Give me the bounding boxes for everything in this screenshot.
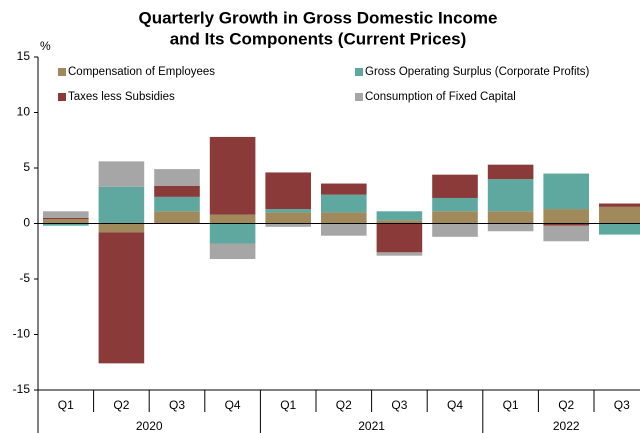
bar-segment (321, 212, 367, 224)
bar-segment (376, 220, 423, 224)
bar-segment (98, 186, 145, 224)
bar-segment (209, 243, 256, 260)
legend-swatch (58, 93, 66, 101)
bar-segment (98, 161, 145, 187)
legend-swatch (58, 68, 66, 76)
bar-segment (321, 194, 367, 213)
bar-segment (209, 136, 256, 215)
legend-label: Consumption of Fixed Capital (365, 91, 516, 103)
bar-segment (376, 211, 423, 221)
bar-segment (154, 185, 200, 197)
x-group-label: 2022 (553, 419, 580, 433)
bar-segment (487, 179, 534, 212)
bar-segment (265, 172, 311, 210)
legend-label: Taxes less Subsidies (68, 91, 175, 103)
bar-segment (432, 197, 478, 212)
x-tick-label: Q1 (503, 398, 519, 412)
x-group-label: 2021 (358, 419, 385, 433)
bar-segment (599, 223, 640, 235)
x-tick-label: Q3 (169, 398, 185, 412)
x-tick-label: Q2 (558, 398, 574, 412)
bar-segment (43, 219, 89, 224)
x-tick-label: Q4 (225, 398, 241, 412)
bar-segment (543, 223, 589, 226)
x-tick-label: Q2 (336, 398, 352, 412)
bar-segment (43, 223, 89, 226)
x-tick-label: Q1 (58, 398, 74, 412)
y-axis-label: % (40, 39, 51, 53)
bar-segment (265, 212, 311, 224)
y-tick-label: -10 (13, 327, 31, 341)
bar-segment (43, 217, 89, 220)
bar-segment (543, 173, 589, 210)
bar-segment (154, 211, 200, 224)
bar-segment (543, 209, 589, 224)
bar-segment (154, 196, 200, 212)
bar-segment (265, 209, 311, 213)
bar-segment (543, 225, 589, 242)
bar-segment (487, 211, 534, 224)
y-tick-label: -5 (19, 271, 30, 285)
bar-segment (98, 232, 145, 364)
plot-area (43, 136, 640, 364)
x-group-label: 2020 (136, 419, 163, 433)
bar-segment (432, 223, 478, 237)
bar-segment (599, 206, 640, 224)
bar-segment (487, 164, 534, 180)
y-tick-label: 15 (17, 49, 31, 63)
y-tick-label: -15 (13, 382, 31, 396)
bar-segment (154, 169, 200, 186)
bar-segment (599, 203, 640, 207)
y-tick-label: 10 (17, 105, 31, 119)
x-tick-label: Q2 (113, 398, 129, 412)
legend-label: Gross Operating Surplus (Corporate Profi… (365, 66, 590, 78)
bar-segment (487, 223, 534, 232)
bar-segment (321, 183, 367, 195)
bar-segment (43, 211, 89, 218)
bar-segment (209, 223, 256, 244)
chart-title: and Its Components (Current Prices) (170, 29, 467, 48)
bar-segment (265, 223, 311, 227)
bar-segment (376, 223, 423, 253)
x-tick-label: Q3 (391, 398, 407, 412)
x-tick-label: Q3 (614, 398, 630, 412)
bar-segment (376, 252, 423, 256)
bar-segment (321, 223, 367, 236)
bar-segment (432, 211, 478, 224)
bar-segment (432, 174, 478, 198)
bar-segment (98, 223, 145, 233)
x-tick-label: Q4 (447, 398, 463, 412)
legend-swatch (355, 93, 363, 101)
chart-title: Quarterly Growth in Gross Domestic Incom… (139, 8, 498, 27)
legend-label: Compensation of Employees (68, 66, 215, 78)
y-tick-label: 5 (23, 160, 30, 174)
bar-segment (209, 214, 256, 224)
x-tick-label: Q1 (280, 398, 296, 412)
legend-swatch (355, 68, 363, 76)
y-tick-label: 0 (23, 216, 30, 230)
